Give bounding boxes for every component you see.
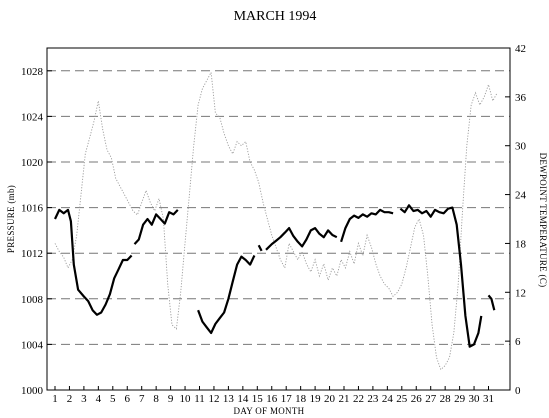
- left-tick-label: 1020: [21, 157, 44, 169]
- x-tick-label: 9: [168, 393, 174, 405]
- x-tick-label: 10: [180, 393, 192, 405]
- x-tick-label: 30: [469, 393, 481, 405]
- pressure-line-segment: [265, 227, 338, 251]
- x-tick-label: 7: [139, 393, 145, 405]
- right-tick-label: 18: [515, 238, 527, 250]
- x-tick-label: 18: [295, 393, 307, 405]
- right-tick-label: 30: [515, 141, 527, 153]
- x-axis-ticks: 1 2 3 4 5 6 7 8 9 10 11 12 13 14 15 16 17 18 19 20 21 22 23 24 2…: [52, 386, 494, 405]
- left-axis-ticks: 1000 1004 1008 1012 1016 1020 1024 1028: [21, 66, 52, 397]
- right-tick-label: 0: [515, 385, 521, 397]
- left-tick-label: 1012: [21, 248, 43, 260]
- dewpoint-series: [54, 70, 498, 371]
- pressure-line-segment: [54, 208, 133, 316]
- right-tick-label: 24: [515, 190, 527, 202]
- x-tick-label: 17: [281, 393, 293, 405]
- y-axis-label-right: DEWPOINT TEMPERATURE (C): [538, 153, 548, 288]
- x-tick-label: 31: [483, 393, 494, 405]
- x-tick-label: 2: [67, 393, 73, 405]
- x-tick-label: 8: [153, 393, 159, 405]
- pressure-line-segment: [257, 244, 263, 252]
- left-tick-label: 1008: [21, 294, 44, 306]
- x-tick-label: 29: [454, 393, 466, 405]
- right-tick-label: 42: [515, 43, 526, 55]
- grid-lines: [47, 70, 510, 345]
- plot-frame: [46, 47, 511, 391]
- x-tick-label: 1: [52, 393, 58, 405]
- x-tick-label: 25: [396, 393, 408, 405]
- x-tick-label: 26: [411, 393, 423, 405]
- pressure-line-segment: [340, 208, 394, 243]
- pressure-series: [54, 204, 496, 348]
- left-tick-label: 1024: [21, 111, 44, 123]
- x-tick-label: 20: [324, 393, 336, 405]
- x-tick-label: 3: [81, 393, 87, 405]
- x-tick-label: 28: [440, 393, 452, 405]
- x-tick-label: 13: [223, 393, 235, 405]
- y-axis-label-left: PRESSURE (mb): [6, 185, 16, 253]
- left-tick-label: 1004: [21, 339, 44, 351]
- x-tick-label: 27: [425, 393, 437, 405]
- chart-title: MARCH 1994: [234, 9, 317, 24]
- right-tick-label: 36: [515, 92, 527, 104]
- x-axis-label: DAY OF MONTH: [234, 406, 305, 416]
- x-tick-label: 15: [252, 393, 264, 405]
- left-tick-label: 1016: [21, 203, 44, 215]
- x-tick-label: 4: [96, 393, 102, 405]
- x-tick-label: 24: [382, 393, 394, 405]
- x-tick-label: 16: [266, 393, 278, 405]
- left-tick-label: 1000: [21, 385, 44, 397]
- x-tick-label: 6: [125, 393, 131, 405]
- pressure-line-segment: [133, 209, 179, 245]
- x-tick-label: 12: [208, 393, 219, 405]
- right-tick-label: 6: [515, 336, 521, 348]
- x-tick-label: 14: [237, 393, 249, 405]
- x-tick-label: 22: [353, 393, 364, 405]
- dewpoint-line-segment: [54, 70, 498, 371]
- pressure-line-segment: [399, 204, 483, 348]
- x-tick-label: 21: [339, 393, 350, 405]
- right-axis-ticks: 0 6 12 18 24 30 36 42: [505, 43, 527, 397]
- pressure-line-segment: [487, 294, 496, 311]
- x-tick-label: 11: [194, 393, 205, 405]
- left-tick-label: 1028: [21, 66, 44, 78]
- x-tick-label: 23: [367, 393, 379, 405]
- pressure-line-segment: [197, 255, 256, 335]
- x-tick-label: 5: [110, 393, 116, 405]
- right-tick-label: 12: [515, 287, 526, 299]
- x-tick-label: 19: [310, 393, 322, 405]
